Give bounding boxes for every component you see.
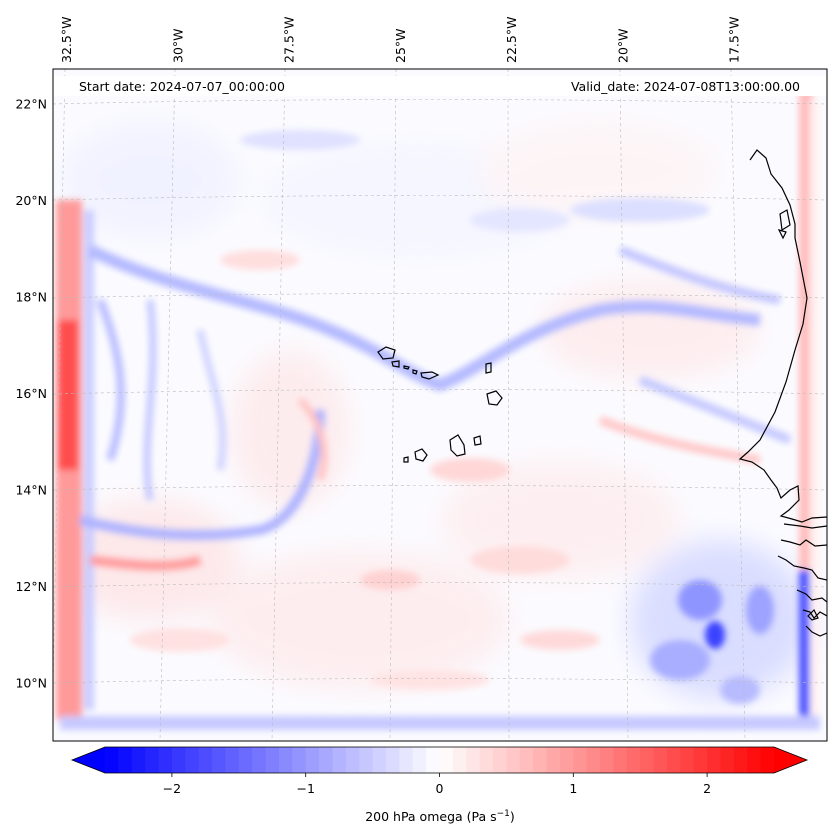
lon-tick-label: 32.5°W xyxy=(59,17,74,63)
colorbar-segment xyxy=(559,747,574,773)
longitude-ticks: 32.5°W 30°W 27.5°W 25°W 22.5°W 20°W 17.5°W xyxy=(59,17,742,63)
colorbar-segment xyxy=(720,747,735,773)
colorbar-segment xyxy=(118,747,133,773)
colorbar-label-main: 200 hPa omega (Pa s xyxy=(365,809,496,824)
lat-tick-label: 22°N xyxy=(15,97,47,112)
colorbar-segment xyxy=(305,747,320,773)
colorbar-segment xyxy=(278,747,293,773)
colorbar-segment xyxy=(131,747,146,773)
colorbar-segment xyxy=(733,747,748,773)
colorbar-segment xyxy=(145,747,160,773)
colorbar-extend-negative xyxy=(72,747,105,773)
colorbar-label-exponent: −1 xyxy=(497,809,510,819)
gridlines xyxy=(53,69,827,741)
colorbar-segment xyxy=(707,747,722,773)
colorbar-segment xyxy=(345,747,360,773)
lon-tick-label: 25°W xyxy=(393,28,408,63)
colorbar: −2 −1 0 1 2 200 hPa omega (Pa s−1) xyxy=(70,746,809,824)
colorbar-segment xyxy=(399,747,414,773)
lon-tick-label: 17.5°W xyxy=(727,17,742,63)
date-annotation-box xyxy=(53,76,827,96)
lat-tick-label: 18°N xyxy=(15,290,47,305)
lat-tick-label: 10°N xyxy=(15,676,47,691)
map-frame xyxy=(52,68,828,742)
colorbar-segment xyxy=(212,747,227,773)
lon-tick-label: 20°W xyxy=(615,28,630,63)
valid-date-label: Valid_date: 2024-07-08T13:00:00.00 xyxy=(571,79,800,94)
colorbar-segment xyxy=(693,747,708,773)
colorbar-segment xyxy=(426,747,441,773)
colorbar-segment xyxy=(573,747,588,773)
map-panel: Start date: 2024-07-07_00:00:00 Valid_da… xyxy=(53,69,827,741)
start-date-label: Start date: 2024-07-07_00:00:00 xyxy=(79,79,285,94)
lon-tick-label: 27.5°W xyxy=(282,17,297,63)
colorbar-segment xyxy=(600,747,615,773)
colorbar-tick-label: −2 xyxy=(163,781,181,796)
colorbar-segment xyxy=(493,747,507,773)
colorbar-label: 200 hPa omega (Pa s−1) xyxy=(365,809,515,824)
lat-tick-label: 16°N xyxy=(15,386,47,401)
colorbar-segment xyxy=(680,747,695,773)
colorbar-tick-label: 0 xyxy=(436,781,444,796)
colorbar-segment xyxy=(546,747,561,773)
colorbar-segment xyxy=(385,747,400,773)
colorbar-segment xyxy=(105,747,119,773)
colorbar-tick-label: −1 xyxy=(296,781,314,796)
colorbar-segment xyxy=(359,747,374,773)
coastline xyxy=(738,149,827,637)
colorbar-tick-label: 2 xyxy=(703,781,711,796)
colorbar-segment xyxy=(586,747,601,773)
colorbar-segment xyxy=(760,747,775,773)
colorbar-ticks: −2 −1 0 1 2 xyxy=(163,773,711,796)
lat-tick-label: 12°N xyxy=(15,579,47,594)
colorbar-segment xyxy=(332,747,347,773)
colorbar-segment xyxy=(252,747,267,773)
colorbar-segment xyxy=(452,747,467,773)
colorbar-segment xyxy=(747,747,762,773)
colorbar-outline xyxy=(70,746,809,774)
colorbar-segment xyxy=(171,747,186,773)
cape-verde-islands xyxy=(377,346,503,463)
lon-tick-label: 30°W xyxy=(170,28,185,63)
colorbar-tick-label: 1 xyxy=(569,781,577,796)
colorbar-segment xyxy=(439,747,454,773)
colorbar-segment xyxy=(653,747,668,773)
colorbar-segment xyxy=(626,747,641,773)
colorbar-label-close: ) xyxy=(510,809,515,824)
colorbar-segment xyxy=(158,747,173,773)
omega-field xyxy=(56,90,820,730)
lon-tick-label: 22.5°W xyxy=(504,17,519,63)
colorbar-segment xyxy=(292,747,307,773)
colorbar-segment xyxy=(666,747,681,773)
colorbar-segment xyxy=(533,747,548,773)
colorbar-segment xyxy=(412,747,427,773)
colorbar-segment xyxy=(265,747,280,773)
colorbar-segment xyxy=(466,747,481,773)
colorbar-segment xyxy=(640,747,655,773)
colorbar-segment xyxy=(372,747,387,773)
colorbar-segment xyxy=(506,747,521,773)
lat-tick-label: 14°N xyxy=(15,483,47,498)
lat-tick-label: 20°N xyxy=(15,193,47,208)
colorbar-segment xyxy=(319,747,334,773)
colorbar-segment xyxy=(185,747,200,773)
colorbar-extend-positive xyxy=(774,747,807,773)
colorbar-segment xyxy=(198,747,213,773)
colorbar-segment xyxy=(613,747,628,773)
colorbar-segment xyxy=(225,747,240,773)
latitude-ticks: 22°N 20°N 18°N 16°N 14°N 12°N 10°N xyxy=(15,97,47,691)
colorbar-segment xyxy=(519,747,534,773)
colorbar-segment xyxy=(479,747,494,773)
colorbar-segments xyxy=(105,747,775,773)
colorbar-segment xyxy=(238,747,253,773)
